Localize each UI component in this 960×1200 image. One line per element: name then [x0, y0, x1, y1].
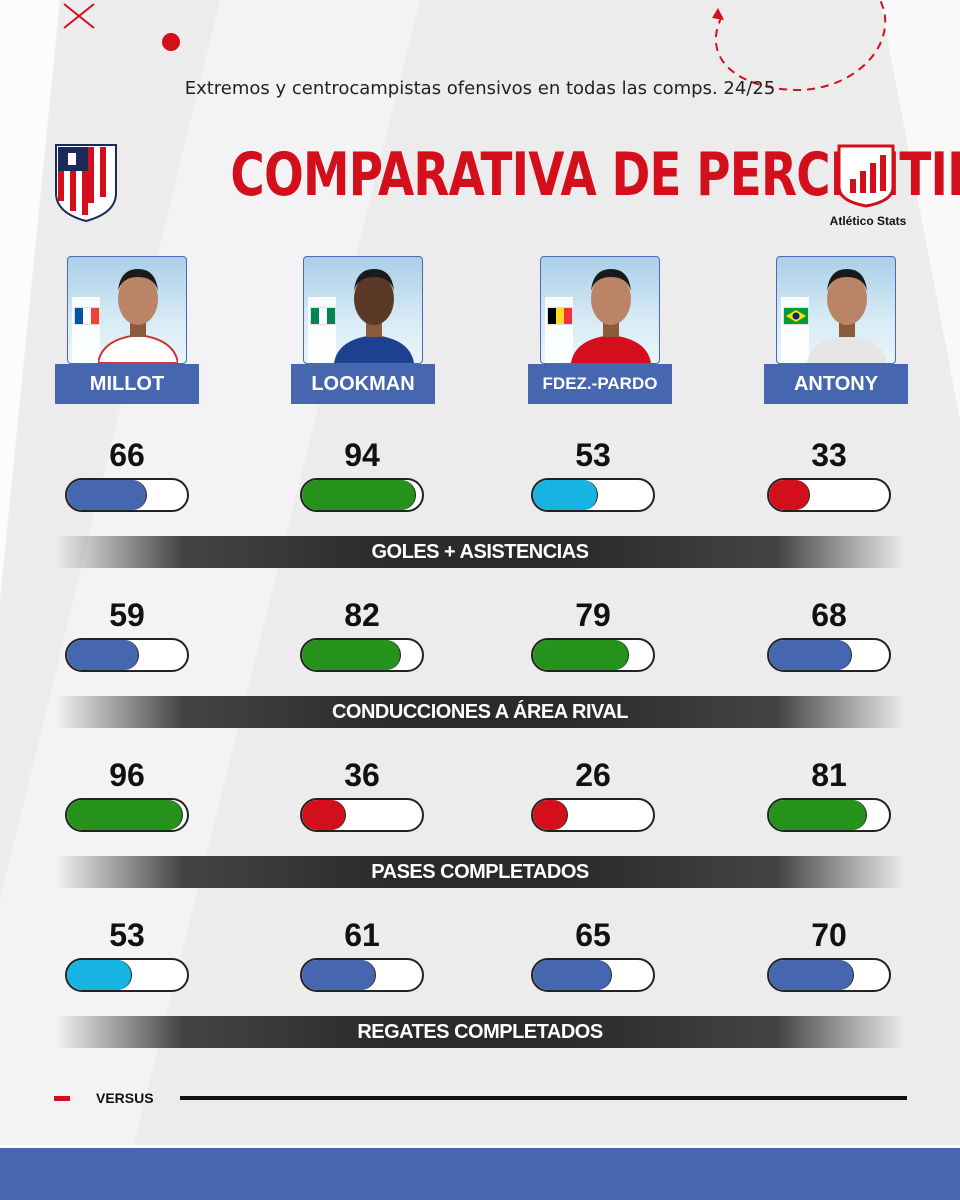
percentile-bar-fill [769, 960, 854, 990]
footer-divider [180, 1096, 907, 1100]
page-title: COMPARATIVA DE PERCENTILES [230, 140, 960, 210]
percentile-value: 53 [575, 437, 611, 473]
player-avatar-icon [98, 269, 178, 363]
percentile-bar [65, 478, 189, 512]
percentile-bar-fill [67, 800, 183, 830]
metric-label: GOLES + ASISTENCIAS [371, 541, 589, 563]
percentile-bar-fill [67, 480, 147, 510]
footer-dash [54, 1096, 70, 1101]
footer-label: VERSUS [96, 1090, 154, 1106]
player-photo [540, 256, 660, 364]
percentile-bar [65, 638, 189, 672]
nigeria-flag-icon [310, 307, 336, 325]
percentile-bar [300, 798, 424, 832]
atletico-crest-icon [55, 144, 117, 223]
percentile-bar-fill [533, 960, 612, 990]
percentile-bar-fill [67, 960, 132, 990]
metric-band: PASES COMPLETADOS [55, 856, 905, 888]
percentile-bar-fill [533, 480, 598, 510]
metric-band: GOLES + ASISTENCIAS [55, 536, 905, 568]
percentile-value: 79 [575, 597, 611, 633]
percentile-value: 65 [575, 917, 611, 953]
atletico-stats-logo-icon [837, 144, 895, 208]
player-photo [776, 256, 896, 364]
player-avatar-icon [571, 269, 651, 363]
percentile-bar-fill [533, 800, 568, 830]
belgium-flag-icon [547, 307, 573, 325]
percentile-bar-fill [302, 800, 346, 830]
percentile-bar-fill [67, 640, 139, 670]
france-flag-icon [74, 307, 100, 325]
percentile-bar-fill [769, 640, 852, 670]
percentile-bar-fill [769, 800, 867, 830]
player-avatar-icon [334, 269, 414, 363]
subtitle: Extremos y centrocampistas ofensivos en … [184, 78, 776, 99]
percentile-bar [300, 638, 424, 672]
percentile-bar-fill [302, 640, 401, 670]
percentile-bar-fill [302, 480, 416, 510]
percentile-bar [65, 958, 189, 992]
percentile-bar [531, 478, 655, 512]
percentile-bar [767, 798, 891, 832]
player-photo [67, 256, 187, 364]
metric-band: REGATES COMPLETADOS [55, 1016, 905, 1048]
percentile-bar [300, 958, 424, 992]
player-name: LOOKMAN [291, 364, 435, 404]
percentile-bar [531, 798, 655, 832]
percentile-value: 70 [811, 917, 847, 953]
percentile-value: 81 [811, 757, 847, 793]
percentile-value: 26 [575, 757, 611, 793]
percentile-bar-fill [769, 480, 810, 510]
metric-band: CONDUCCIONES A ÁREA RIVAL [55, 696, 905, 728]
brazil-flag-icon [783, 307, 809, 325]
percentile-bar [531, 958, 655, 992]
metric-label: REGATES COMPLETADOS [357, 1021, 603, 1043]
percentile-value: 61 [344, 917, 380, 953]
percentile-bar [300, 478, 424, 512]
percentile-bar-fill [302, 960, 376, 990]
percentile-value: 68 [811, 597, 847, 633]
player-name: FDEZ.-PARDO [528, 364, 672, 404]
percentile-bar [531, 638, 655, 672]
player-photo [303, 256, 423, 364]
brand-name: Atlético Stats [829, 214, 907, 228]
percentile-value: 96 [109, 757, 145, 793]
percentile-value: 59 [109, 597, 145, 633]
percentile-bar [767, 638, 891, 672]
percentile-value: 66 [109, 437, 145, 473]
player-avatar-icon [807, 269, 887, 363]
percentile-value: 53 [109, 917, 145, 953]
percentile-bar-fill [533, 640, 629, 670]
metric-label: CONDUCCIONES A ÁREA RIVAL [331, 701, 629, 723]
metric-label: PASES COMPLETADOS [371, 861, 589, 883]
player-name: MILLOT [55, 364, 199, 404]
percentile-bar [65, 798, 189, 832]
percentile-bar [767, 958, 891, 992]
percentile-value: 94 [344, 437, 380, 473]
percentile-value: 82 [344, 597, 380, 633]
percentile-value: 33 [811, 437, 847, 473]
footer-bar [0, 1145, 960, 1200]
percentile-bar [767, 478, 891, 512]
player-name: ANTONY [764, 364, 908, 404]
percentile-value: 36 [344, 757, 380, 793]
